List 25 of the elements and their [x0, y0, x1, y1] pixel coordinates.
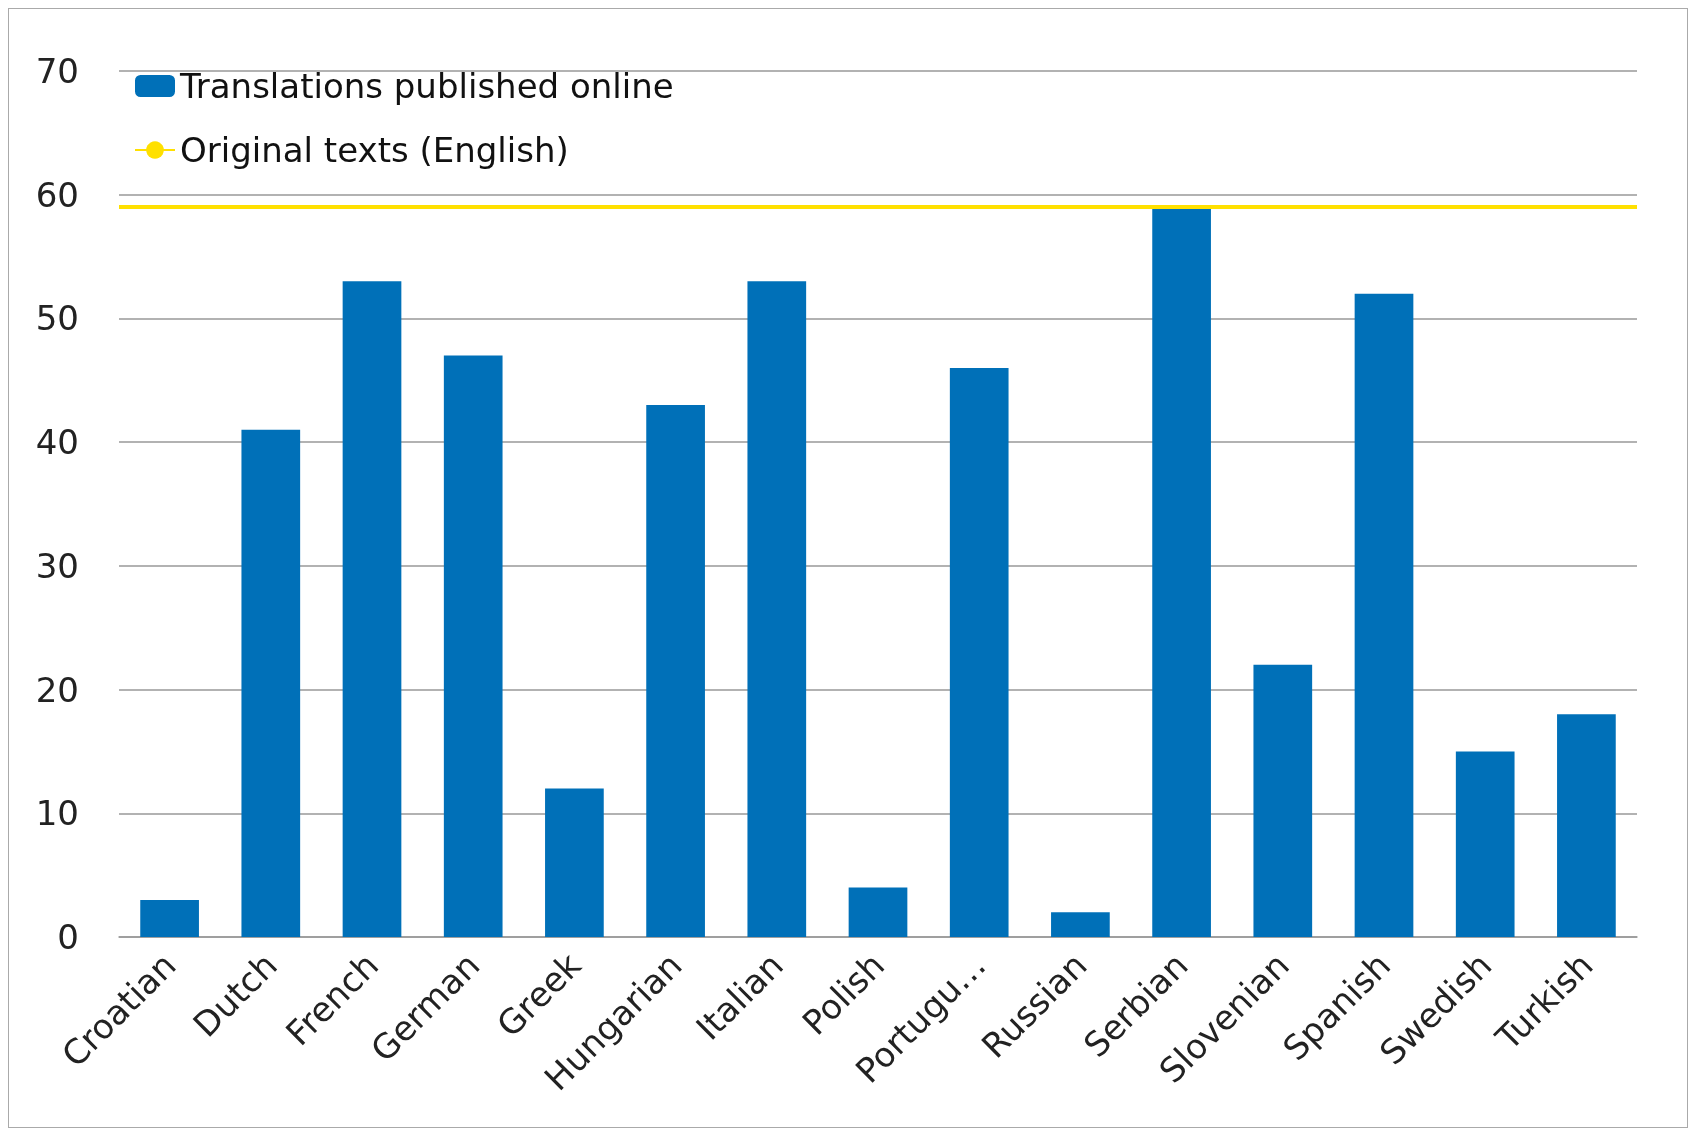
legend-label: Translations published online — [179, 66, 674, 106]
bar — [1051, 912, 1110, 937]
y-tick-label: 50 — [35, 298, 79, 339]
bar — [545, 788, 604, 937]
bar — [1455, 751, 1515, 937]
bar — [747, 281, 807, 937]
bar — [949, 367, 1009, 937]
y-tick-label: 60 — [35, 174, 79, 215]
y-tick-label: 0 — [57, 917, 79, 957]
bar — [1253, 664, 1313, 937]
bar — [1557, 714, 1616, 937]
bar — [1354, 293, 1414, 937]
bar — [1152, 207, 1211, 937]
legend-label: Original texts (English) — [180, 130, 569, 170]
y-tick-label: 70 — [35, 51, 79, 91]
bar — [241, 429, 301, 937]
bar — [848, 887, 908, 937]
bar — [443, 355, 503, 937]
y-tick-label: 20 — [35, 669, 79, 710]
bar — [646, 405, 705, 937]
y-tick-label: 30 — [35, 545, 79, 586]
bar — [342, 281, 402, 937]
y-tick-label: 40 — [35, 422, 79, 463]
y-tick-label: 10 — [35, 793, 79, 834]
bar — [140, 899, 199, 937]
